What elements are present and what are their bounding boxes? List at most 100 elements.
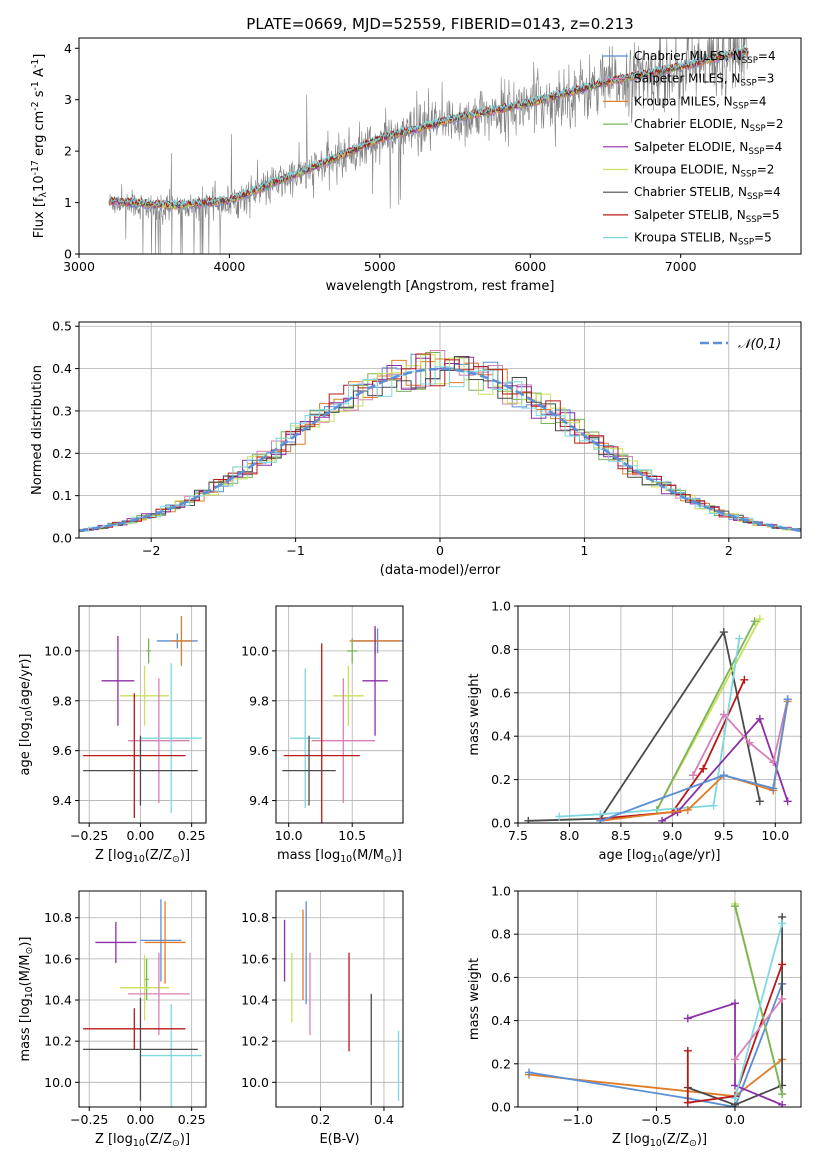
mass-weight-marker xyxy=(525,1068,534,1077)
mass-weight-marker xyxy=(778,995,787,1003)
x-axis-label: age [log10(age/yr)] xyxy=(598,848,720,865)
x-tick-label: 0.25 xyxy=(178,828,206,843)
mass-weight-marker xyxy=(755,615,764,624)
y-tick-label: 0.6 xyxy=(491,970,511,985)
mass-weight-marker xyxy=(730,902,739,911)
mass-vs-z-axes: −0.25 0.00 0.25 10.0 10.2 10.4 10.6 10.8 Z [log1… xyxy=(18,890,207,1149)
mass-weight-marker xyxy=(740,675,749,684)
mass-weight-marker xyxy=(730,999,739,1008)
mass-weight-marker xyxy=(709,801,718,810)
mass-weight-marker xyxy=(719,710,728,719)
x-tick-label: 6000 xyxy=(514,259,546,274)
x-tick-label: 4000 xyxy=(214,259,246,274)
mass-weight-marker xyxy=(778,960,787,969)
y-tick-label: 10.0 xyxy=(44,643,72,658)
mass-weight-marker xyxy=(683,805,692,814)
plot-area xyxy=(524,615,792,823)
y-tick-label: 0.4 xyxy=(491,729,511,744)
legend-entry: Salpeter STELIB, NSSP=5 xyxy=(634,208,780,225)
x-tick-label: 0.00 xyxy=(127,1112,155,1127)
y-tick-label: 0.4 xyxy=(52,361,72,376)
plot-area xyxy=(83,615,202,819)
axes-frame xyxy=(78,37,802,255)
mass-weight-line xyxy=(528,983,783,1107)
mass-weight-marker xyxy=(778,919,787,928)
y-tick-label: 0.3 xyxy=(52,403,72,418)
axes-frame xyxy=(78,605,207,824)
y-tick-label: 10.2 xyxy=(241,1034,269,1049)
error-bar-point xyxy=(83,1008,186,1050)
error-bar-point xyxy=(83,997,198,1101)
x-tick-label: 2 xyxy=(725,543,733,558)
error-bar-point xyxy=(140,899,182,982)
x-axis-label: Z [log10(Z/Z⊙)] xyxy=(612,1132,707,1149)
y-tick-label: 10.6 xyxy=(44,951,72,966)
mass-weight-marker xyxy=(778,1100,787,1107)
x-tick-label: 10.0 xyxy=(761,828,789,843)
error-bar-point xyxy=(128,952,190,1035)
x-tick-label: 7000 xyxy=(665,259,697,274)
x-tick-label: −0.5 xyxy=(641,1112,671,1127)
error-bar-point xyxy=(119,954,170,1021)
mass-weight-marker xyxy=(688,771,697,780)
y-tick-label: 10.0 xyxy=(44,1075,72,1090)
x-tick-label: −1 xyxy=(286,543,304,558)
mass-weight-line xyxy=(656,620,756,811)
y-tick-label: 0.6 xyxy=(491,685,511,700)
error-bar-point xyxy=(144,958,149,1001)
error-bar-point xyxy=(101,635,135,726)
error-bar-point xyxy=(144,901,186,984)
mass-weight-marker xyxy=(555,812,564,821)
mass-weight-marker xyxy=(750,617,759,626)
legend-entry: Chabrier MILES, NSSP=4 xyxy=(634,49,776,66)
error-bar-point xyxy=(83,693,186,819)
y-tick-label: 2 xyxy=(64,144,72,159)
legend-entry: 𝒩(0,1) xyxy=(738,337,781,352)
y-tick-label: 0.8 xyxy=(491,642,511,657)
error-bar-point xyxy=(289,668,321,809)
mass-weight-marker xyxy=(769,758,778,767)
x-tick-label: 8.5 xyxy=(611,828,631,843)
mass-weight-marker xyxy=(769,784,778,793)
error-bar-point xyxy=(95,921,137,963)
y-tick-label: 0.2 xyxy=(491,1056,511,1071)
y-tick-label: 9.6 xyxy=(249,743,269,758)
y-tick-label: 0.2 xyxy=(52,446,72,461)
mass-weight-marker xyxy=(745,738,754,747)
error-bar-point xyxy=(282,735,336,806)
axes-frame xyxy=(275,890,404,1108)
legend-entry: Chabrier ELODIE, NSSP=2 xyxy=(634,117,783,134)
x-tick-label: 8.0 xyxy=(560,828,580,843)
residual-axes: −2 −1 0 1 2 0.0 0.1 0.2 0.3 0.4 0.5 (data-model)/er… xyxy=(30,319,802,578)
mass-weight-line xyxy=(734,998,783,1061)
x-tick-label: 0.0 xyxy=(725,1112,745,1127)
y-tick-label: 0.5 xyxy=(52,319,72,334)
mass-weight-marker xyxy=(658,816,667,823)
mass-weight-marker xyxy=(735,634,744,643)
residual-histogram xyxy=(79,366,801,532)
y-tick-label: 10.6 xyxy=(241,951,269,966)
error-bar-point xyxy=(83,735,198,806)
mass-weight-marker xyxy=(699,764,708,773)
chart-title: PLATE=0669, MJD=52559, FIBERID=0143, z=0… xyxy=(246,15,633,33)
x-axis-label: wavelength [Angstrom, rest frame] xyxy=(326,279,555,294)
y-tick-label: 0.1 xyxy=(52,488,72,503)
mass-weight-marker xyxy=(783,695,792,704)
normal-distribution-curve xyxy=(79,367,801,532)
mass-vs-ebv-axes: 0.2 0.4 10.0 10.2 10.4 10.6 10.8 E(B-V) xyxy=(241,890,404,1147)
mass-weight-marker xyxy=(683,1046,692,1055)
y-tick-label: 10.2 xyxy=(44,1034,72,1049)
x-tick-label: 9.5 xyxy=(714,828,734,843)
plot-area xyxy=(525,899,787,1107)
mass-weight-marker xyxy=(755,797,764,806)
y-axis-label: age [log10(age/yr)] xyxy=(18,653,35,775)
y-tick-label: 3 xyxy=(64,92,72,107)
x-tick-label: 0.25 xyxy=(178,1112,206,1127)
plot-area xyxy=(282,625,403,823)
error-bar-point xyxy=(140,663,202,814)
x-tick-label: 0.00 xyxy=(127,828,155,843)
y-tick-label: 1.0 xyxy=(491,884,511,899)
mass-weight-vs-z-axes: −1.0 −0.5 0.0 0.0 0.2 0.4 0.6 0.8 1.0 Z [log10(Z/… xyxy=(467,884,802,1149)
x-tick-label: 10.5 xyxy=(338,828,366,843)
